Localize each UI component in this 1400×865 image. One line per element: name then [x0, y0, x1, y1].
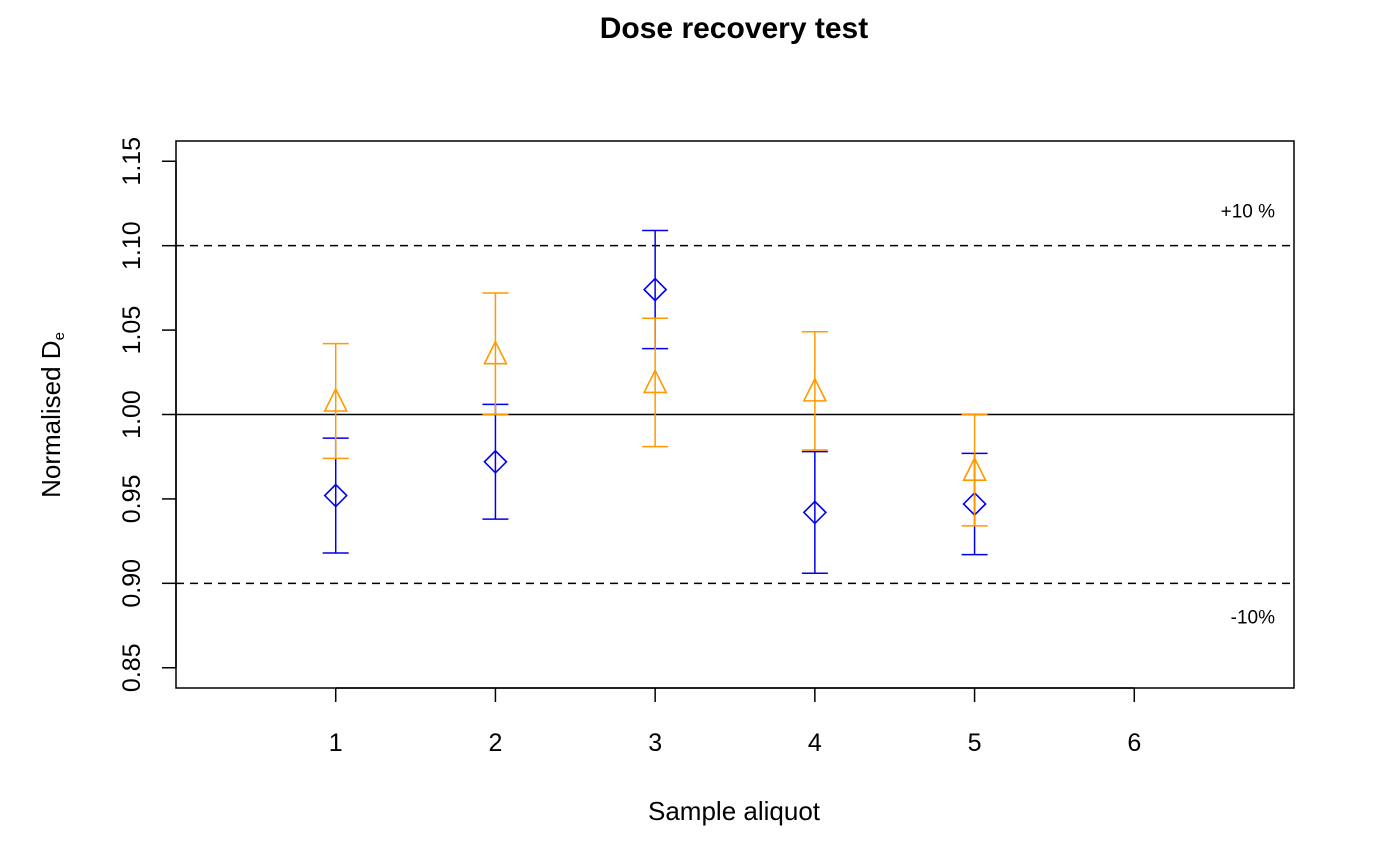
- annotation-0: +10 %: [1221, 202, 1276, 223]
- y-tick-label-3: 1.00: [118, 390, 146, 439]
- data-point-0-3: [802, 500, 827, 525]
- data-point-1-4: [962, 456, 987, 482]
- y-tick-label-5: 1.10: [118, 221, 146, 270]
- y-axis-label: Normalised De: [36, 332, 68, 498]
- data-point-1-3: [802, 377, 828, 402]
- data-point-1-2: [642, 368, 668, 394]
- x-tick-label-5: 6: [1127, 729, 1141, 757]
- x-tick-label-2: 3: [648, 729, 662, 757]
- series-1: [322, 292, 988, 527]
- x-tick-label-4: 5: [968, 729, 982, 757]
- x-tick-label-3: 4: [808, 729, 822, 757]
- reference-lines: [176, 244, 1294, 585]
- data-point-0-2: [643, 277, 668, 302]
- y-tick-label-4: 1.05: [118, 306, 146, 355]
- data-point-0-0: [323, 483, 348, 508]
- data-series: [322, 229, 988, 574]
- x-tick-label-1: 2: [488, 729, 502, 757]
- y-tick-label-2: 0.95: [118, 475, 146, 524]
- y-axis-label-main: Normalised D: [36, 340, 66, 498]
- x-tick-label-0: 1: [329, 729, 343, 757]
- x-axis-label: Sample aliquot: [648, 796, 821, 826]
- y-axis: 0.85 0.90 0.95 1.00 1.05 1.10 1.15: [118, 137, 177, 692]
- y-axis-label-subscript: e: [51, 332, 68, 340]
- data-point-1-1: [483, 339, 508, 365]
- x-axis: 1 2 3 4 5 6: [329, 687, 1141, 757]
- y-tick-label-6: 1.15: [118, 137, 146, 186]
- data-point-1-0: [323, 387, 349, 412]
- annotation-1: -10%: [1231, 607, 1275, 628]
- y-tick-label-1: 0.90: [118, 559, 146, 608]
- y-tick-label-0: 0.85: [118, 643, 146, 692]
- chart-title: Dose recovery test: [600, 12, 868, 45]
- data-point-0-1: [483, 449, 508, 474]
- annotations: +10 % -10%: [1221, 202, 1276, 629]
